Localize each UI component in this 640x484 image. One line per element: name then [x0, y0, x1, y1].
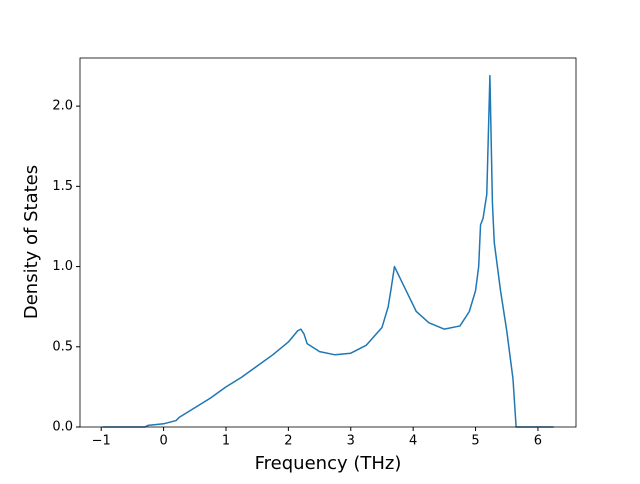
x-tick-label: 1	[222, 434, 230, 449]
y-tick-label: 2.0	[52, 99, 73, 114]
x-tick-label: 4	[409, 434, 417, 449]
y-tick-label: 1.5	[52, 179, 73, 194]
line-series	[102, 74, 554, 428]
x-tick-label: 0	[159, 434, 167, 449]
y-tick-label: 0.0	[52, 420, 73, 435]
plot-frame	[79, 57, 577, 428]
y-axis-label: Density of States	[21, 165, 42, 319]
x-tick-label: 6	[534, 434, 542, 449]
y-tick-label: 1.0	[52, 259, 73, 274]
x-tick-label: −1	[92, 434, 111, 449]
x-tick-label: 5	[471, 434, 479, 449]
x-axis-label: Frequency (THz)	[255, 453, 402, 474]
x-tick-label: 3	[347, 434, 355, 449]
y-tick-label: 0.5	[52, 339, 73, 354]
x-tick-label: 2	[284, 434, 292, 449]
